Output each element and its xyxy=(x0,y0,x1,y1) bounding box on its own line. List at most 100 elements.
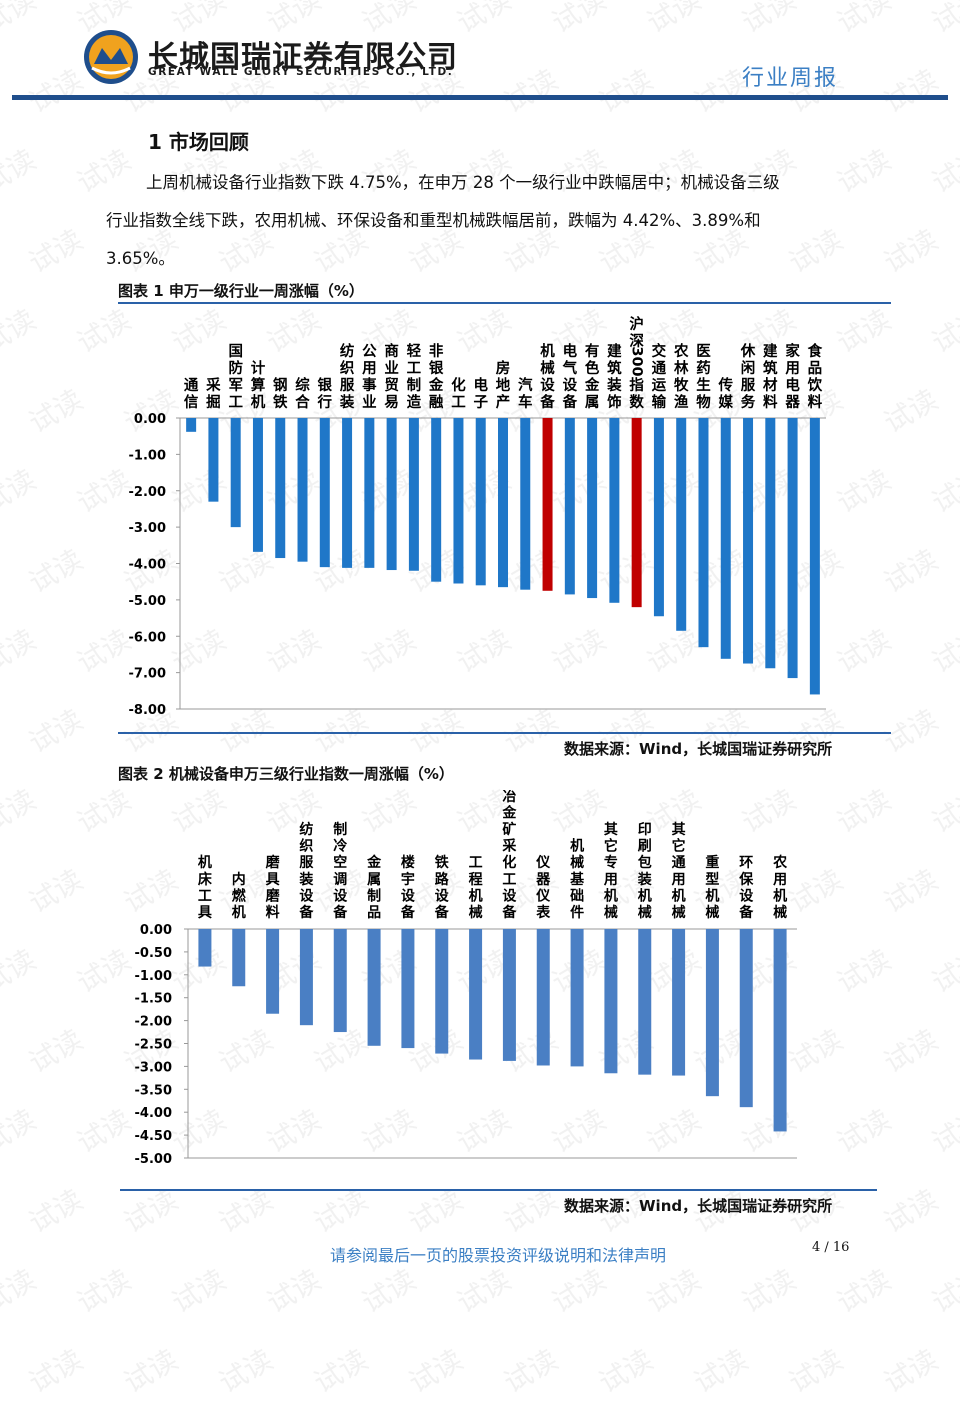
svg-text:色: 色 xyxy=(585,359,600,377)
bar xyxy=(609,418,620,603)
svg-text:农: 农 xyxy=(673,342,689,360)
y-tick-label: -3.00 xyxy=(135,1060,172,1075)
svg-text:计: 计 xyxy=(251,359,266,377)
bar xyxy=(638,929,652,1075)
svg-text:燃: 燃 xyxy=(232,887,247,904)
watermark-text: 试读 xyxy=(641,0,707,40)
svg-text:房: 房 xyxy=(496,359,511,377)
bar xyxy=(431,418,442,582)
watermark-text: 试读 xyxy=(878,1343,944,1400)
x-tick-label: 信通 xyxy=(184,377,199,411)
y-tick-label: -7.00 xyxy=(129,667,166,682)
svg-text:床: 床 xyxy=(198,871,213,888)
svg-text:采: 采 xyxy=(205,376,221,394)
svg-text:休: 休 xyxy=(740,342,756,360)
bar xyxy=(319,418,330,568)
watermark-text: 试读 xyxy=(0,1263,42,1320)
svg-text:设: 设 xyxy=(563,377,578,394)
figure2-source: 数据来源：Wind，长城国瑞证券研究所 xyxy=(564,1197,833,1215)
svg-text:楼: 楼 xyxy=(401,854,415,871)
bar xyxy=(230,418,241,528)
svg-text:宇: 宇 xyxy=(401,871,415,888)
bar xyxy=(364,418,375,568)
svg-text:设: 设 xyxy=(401,888,416,904)
bar-highlighted xyxy=(542,418,553,591)
figure1-source: 数据来源：Wind，长城国瑞证券研究所 xyxy=(564,740,833,758)
watermark-text: 试读 xyxy=(213,1343,279,1400)
svg-text:用: 用 xyxy=(362,360,377,377)
svg-text:贸: 贸 xyxy=(384,376,399,394)
paragraph-line: 上周机械设备行业指数下跌 4.75%，在申万 28 个一级行业中跌幅居中；机械设… xyxy=(146,173,780,192)
company-name-cn: 长城国瑞证券有限公司 xyxy=(148,40,458,75)
svg-text:医: 医 xyxy=(696,343,711,360)
svg-text:织: 织 xyxy=(299,838,313,855)
svg-text:备: 备 xyxy=(434,904,450,921)
svg-text:农: 农 xyxy=(772,854,788,871)
svg-text:地: 地 xyxy=(496,376,511,394)
svg-text:闲: 闲 xyxy=(741,360,756,377)
bar xyxy=(408,418,419,571)
bar-highlighted xyxy=(631,418,642,608)
svg-text:料: 料 xyxy=(266,904,280,921)
bar xyxy=(266,929,280,1014)
bar xyxy=(743,418,754,664)
bar xyxy=(773,929,787,1132)
bar xyxy=(672,929,686,1076)
y-tick-label: -2.00 xyxy=(129,485,166,500)
y-tick-label: -2.00 xyxy=(135,1015,172,1030)
svg-text:非: 非 xyxy=(429,343,444,360)
svg-text:路: 路 xyxy=(435,871,450,888)
svg-text:饰: 饰 xyxy=(607,393,622,411)
svg-text:磨: 磨 xyxy=(266,887,281,904)
watermark-text: 试读 xyxy=(878,1183,944,1240)
bar xyxy=(208,418,219,502)
svg-text:公: 公 xyxy=(362,343,377,360)
svg-text:用: 用 xyxy=(785,360,800,377)
bar xyxy=(570,929,584,1067)
svg-text:设: 设 xyxy=(540,377,555,394)
svg-text:媒: 媒 xyxy=(719,394,734,411)
svg-text:机: 机 xyxy=(232,904,246,921)
svg-text:电: 电 xyxy=(785,376,800,394)
svg-text:信: 信 xyxy=(184,393,199,411)
svg-text:设: 设 xyxy=(435,888,450,904)
svg-text:子: 子 xyxy=(473,394,488,411)
svg-text:机: 机 xyxy=(570,838,584,855)
x-tick-label: 媒传 xyxy=(718,376,734,411)
watermark-text: 试读 xyxy=(71,1263,137,1320)
svg-text:备: 备 xyxy=(539,393,555,411)
svg-text:合: 合 xyxy=(294,393,310,411)
svg-text:备: 备 xyxy=(332,904,348,921)
svg-text:具: 具 xyxy=(197,905,212,921)
svg-text:器: 器 xyxy=(784,394,800,411)
svg-text:械: 械 xyxy=(705,904,719,921)
svg-text:运: 运 xyxy=(652,377,667,394)
svg-text:用: 用 xyxy=(604,872,618,888)
svg-text:筑: 筑 xyxy=(762,359,778,377)
bar xyxy=(342,418,353,568)
svg-text:机: 机 xyxy=(604,887,618,904)
watermark-text: 试读 xyxy=(736,1263,802,1320)
svg-text:备: 备 xyxy=(501,904,517,921)
y-tick-label: -3.00 xyxy=(129,521,166,536)
x-tick-label: 产地房 xyxy=(496,359,511,411)
page-number: 4 / 16 xyxy=(812,1240,850,1255)
watermark-text: 试读 xyxy=(593,63,659,120)
svg-text:备: 备 xyxy=(298,904,314,921)
svg-text:内: 内 xyxy=(232,871,246,888)
svg-text:业: 业 xyxy=(384,360,399,377)
watermark-text: 试读 xyxy=(688,1343,754,1400)
section-title: 1 市场回顾 xyxy=(148,130,249,154)
watermark-text: 试读 xyxy=(118,1343,184,1400)
x-tick-label: 工化 xyxy=(451,376,466,411)
company-logo-icon xyxy=(84,30,138,84)
